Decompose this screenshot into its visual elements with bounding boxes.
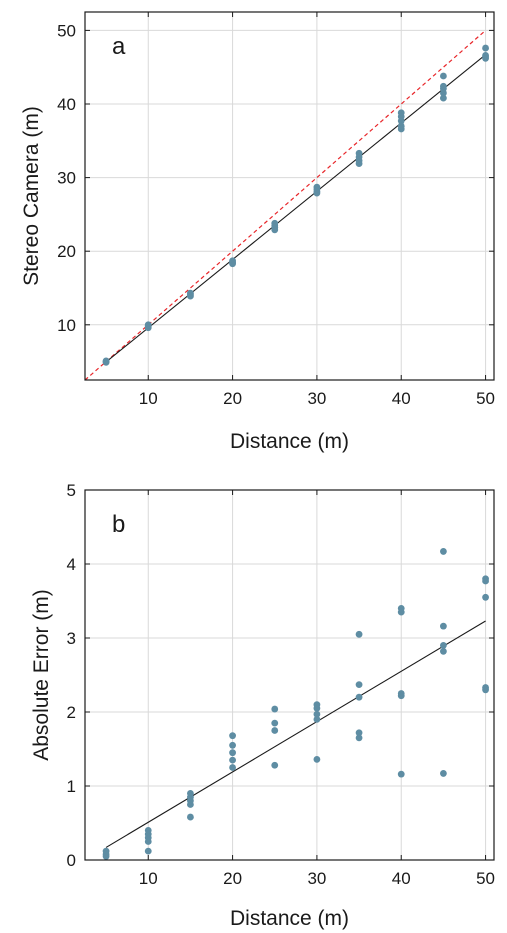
y-tick-label-a-20: 20	[57, 242, 76, 261]
data-point-b-31	[355, 630, 363, 638]
data-point-a-33	[440, 82, 447, 90]
data-point-b-12	[187, 790, 194, 797]
x-tick-label-a-50: 50	[476, 389, 495, 408]
points-a	[102, 44, 489, 366]
x-tick-label-b-20: 20	[223, 869, 242, 888]
data-point-a-26	[397, 122, 405, 130]
data-point-b-28	[355, 729, 363, 737]
y-tick-label-a-40: 40	[57, 95, 76, 114]
data-point-b-3	[144, 847, 152, 855]
data-point-b-22	[313, 755, 321, 763]
x-tick-label-a-10: 10	[139, 389, 158, 408]
data-point-b-8	[187, 813, 194, 821]
y-tick-label-b-0: 0	[67, 851, 76, 870]
x-axis-label-b: Distance (m)	[230, 907, 349, 930]
ticks-a: 10 20 30 40 50 10 20 30 40 50	[57, 12, 495, 408]
y-tick-label-b-5: 5	[67, 481, 76, 500]
panel-label-a: a	[112, 33, 126, 60]
data-point-b-38	[440, 647, 447, 655]
data-point-b-19	[271, 727, 279, 734]
x-tick-label-b-10: 10	[139, 869, 158, 888]
data-point-b-13	[229, 764, 236, 771]
data-point-b-40	[440, 622, 447, 630]
data-point-b-29	[355, 693, 363, 701]
data-point-b-44	[482, 593, 489, 601]
data-point-a-38	[482, 44, 489, 52]
x-tick-label-b-30: 30	[307, 869, 326, 888]
x-tick-label-a-20: 20	[223, 389, 242, 408]
data-point-b-21	[271, 705, 279, 713]
data-point-b-23	[313, 716, 321, 723]
x-axis-label-a: Distance (m)	[230, 430, 349, 453]
grid-a	[85, 12, 494, 380]
data-point-a-9	[187, 289, 194, 297]
data-point-a-2	[102, 357, 110, 365]
data-point-b-34	[397, 690, 405, 697]
data-point-a-34	[440, 72, 447, 80]
fit-line-b	[105, 620, 486, 848]
data-point-b-43	[482, 684, 489, 691]
panel-label-b: b	[112, 511, 125, 538]
points-b	[102, 548, 489, 860]
data-point-a-29	[397, 109, 405, 117]
plot-frame-b	[84, 489, 495, 861]
data-point-b-39	[440, 642, 447, 649]
panel-b: 10 20 30 40 50 0 1 2 3 4 5 b Distance (m) Absolute…	[30, 481, 495, 930]
panel-a: 10 20 30 40 50 10 20 30 40 50 a Distance (m) Ster…	[20, 11, 495, 453]
identity-line-a-group	[84, 29, 486, 381]
data-point-b-30	[355, 681, 363, 689]
data-point-b-37	[440, 770, 447, 777]
data-point-a-16	[271, 219, 279, 227]
data-point-b-32	[397, 770, 405, 778]
data-point-b-27	[355, 734, 363, 742]
plot-frame-a	[84, 11, 495, 381]
ticks-b: 10 20 30 40 50 0 1 2 3 4 5	[67, 481, 495, 888]
y-tick-label-b-4: 4	[67, 555, 76, 574]
data-point-b-41	[440, 548, 447, 555]
data-point-a-37	[482, 52, 489, 59]
y-tick-label-a-30: 30	[57, 169, 76, 188]
y-axis-label-b: Absolute Error (m)	[30, 589, 53, 761]
fit-line-a	[105, 54, 486, 363]
data-point-b-16	[229, 741, 236, 749]
y-tick-label-b-2: 2	[67, 703, 76, 722]
data-point-b-26	[313, 701, 321, 708]
x-tick-label-b-40: 40	[392, 869, 411, 888]
data-point-b-36	[397, 605, 405, 612]
data-point-b-46	[482, 575, 489, 583]
y-tick-label-a-50: 50	[57, 21, 76, 40]
identity-line-a	[84, 29, 486, 381]
x-tick-label-a-40: 40	[392, 389, 411, 408]
data-point-a-30	[440, 94, 447, 102]
data-point-b-7	[144, 827, 152, 834]
fit-line-a-group	[105, 54, 486, 363]
y-axis-label-a: Stereo Camera (m)	[20, 106, 43, 286]
data-point-b-14	[229, 756, 236, 764]
data-point-a-12	[229, 257, 236, 265]
y-tick-label-a-10: 10	[57, 316, 76, 335]
frame-a	[84, 11, 495, 381]
fit-line-b-group	[105, 620, 486, 848]
data-point-b-24	[313, 710, 321, 718]
x-tick-label-a-30: 30	[307, 389, 326, 408]
x-tick-label-b-50: 50	[476, 869, 495, 888]
data-point-b-18	[271, 761, 279, 769]
y-tick-label-b-1: 1	[67, 777, 76, 796]
data-point-a-6	[144, 321, 152, 329]
frame-b	[84, 489, 495, 861]
data-point-b-20	[271, 719, 279, 727]
data-point-b-15	[229, 749, 236, 757]
y-tick-label-b-3: 3	[67, 629, 76, 648]
data-point-a-24	[355, 149, 363, 157]
data-point-b-2	[102, 847, 110, 855]
grid-b	[85, 490, 494, 860]
data-point-b-17	[229, 732, 236, 740]
data-point-a-20	[313, 183, 321, 191]
